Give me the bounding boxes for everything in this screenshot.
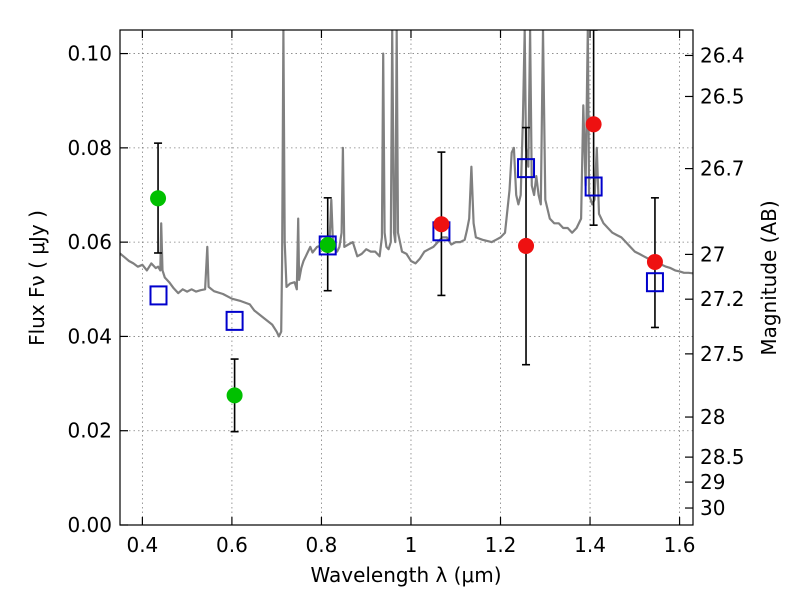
y-tick-label: 0.10 <box>67 42 112 66</box>
green-data-point <box>226 387 243 404</box>
x-tick-label: 1 <box>405 533 418 557</box>
plot-frame <box>119 29 694 526</box>
y-tick-label: 0.08 <box>67 136 112 160</box>
model-photometry-square <box>225 310 244 331</box>
model-photometry-square <box>318 235 337 256</box>
y-tick-label: 0.02 <box>67 419 112 443</box>
red-data-point <box>433 216 450 233</box>
x-tick-label: 0.6 <box>216 533 248 557</box>
green-data-point <box>150 190 167 207</box>
model-photometry-square <box>584 176 603 197</box>
model-photometry-square <box>149 285 168 306</box>
x-tick-label: 1.4 <box>574 533 606 557</box>
x-axis-label: Wavelength λ (μm) <box>310 563 501 587</box>
model-spectrum-line <box>120 30 693 338</box>
axis-ticks: 0.4 0.6 0.8 1 1.2 1.4 1.6 0.00 0.02 0.04 0.06 0.08 0… <box>67 30 745 557</box>
magnitude-tick-label: 28 <box>700 405 725 429</box>
magnitude-tick-label: 28.5 <box>700 445 745 469</box>
x-tick-label: 1.2 <box>485 533 517 557</box>
magnitude-tick-label: 27.2 <box>700 287 745 311</box>
x-tick-label: 0.4 <box>126 533 158 557</box>
y-tick-label: 0.06 <box>67 230 112 254</box>
red-data-point <box>585 116 602 133</box>
y-tick-label: 0.04 <box>67 324 112 348</box>
red-data-point <box>646 253 663 270</box>
magnitude-tick-label: 26.5 <box>700 84 745 108</box>
magnitude-tick-label: 27.5 <box>700 342 745 366</box>
model-photometry-square <box>645 272 664 293</box>
x-tick-label: 0.8 <box>306 533 338 557</box>
x-tick-label: 1.6 <box>664 533 696 557</box>
magnitude-tick-label: 26.7 <box>700 157 745 181</box>
grid-lines <box>120 30 693 526</box>
y-tick-label: 0.00 <box>67 513 112 537</box>
magnitude-tick-label: 27 <box>700 242 725 266</box>
y-axis-label-right: Magnitude (AB) <box>757 200 781 355</box>
plot-area <box>120 30 693 433</box>
magnitude-tick-label: 30 <box>700 496 725 520</box>
y-axis-label-left: Flux Fν ( μJy ) <box>25 210 49 346</box>
green-data-point <box>319 236 336 253</box>
model-photometry-square <box>517 158 536 179</box>
magnitude-tick-label: 29 <box>700 470 725 494</box>
magnitude-tick-label: 26.4 <box>700 43 745 67</box>
red-data-point <box>518 237 535 254</box>
